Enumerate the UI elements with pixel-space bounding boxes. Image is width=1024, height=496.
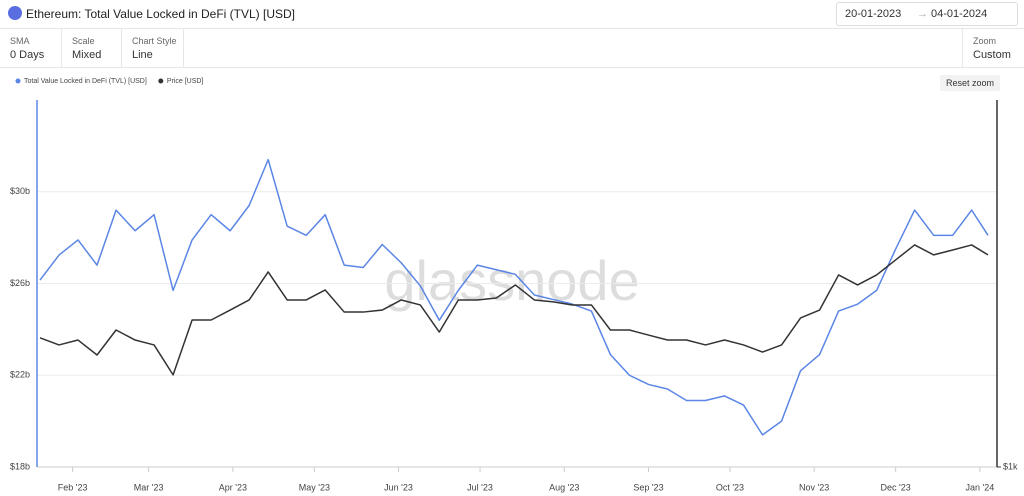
x-tick-label: Jun '23	[384, 482, 413, 492]
label: Chart Style	[132, 36, 177, 46]
y2-tick-label: $1k	[1003, 461, 1018, 471]
y-tick-label: $18b	[10, 461, 30, 471]
x-tick-label: Oct '23	[716, 482, 744, 492]
label: Zoom	[973, 36, 997, 46]
value: Mixed	[72, 49, 102, 61]
x-tick-label: Sep '23	[633, 482, 663, 492]
series-line	[39, 158, 989, 436]
date-to[interactable]: 04-01-2024	[931, 8, 988, 20]
date-range[interactable]: 20-01-2023 → 04-01-2024	[836, 2, 1018, 26]
value: Custom	[973, 49, 1011, 61]
label: Scale	[72, 36, 95, 46]
value: 0 Days	[10, 49, 45, 61]
legend-label: Total Value Locked in DeFi (TVL) [USD]	[24, 78, 147, 85]
x-tick-label: Jan '24	[965, 482, 994, 492]
reset-zoom[interactable]: Reset zoom	[940, 75, 1001, 91]
x-tick-label: Nov '23	[799, 482, 829, 492]
x-tick-label: Dec '23	[881, 482, 911, 492]
x-tick-label: May '23	[299, 482, 330, 492]
label: SMA	[10, 36, 30, 46]
sma-control[interactable]: SMA 0 Days	[0, 29, 62, 67]
series-line	[39, 244, 989, 376]
arrow: →	[917, 8, 928, 20]
watermark: glassnode	[384, 249, 639, 312]
x-tick-label: Apr '23	[219, 482, 247, 492]
style-control[interactable]: Chart Style Line	[122, 29, 184, 67]
y-tick-label: $22b	[10, 370, 30, 380]
x-tick-label: Mar '23	[134, 482, 164, 492]
zoom-control[interactable]: Zoom Custom	[962, 29, 1024, 67]
x-tick-label: Feb '23	[58, 482, 88, 492]
y-tick-label: $30b	[10, 186, 30, 196]
asset-icon	[8, 6, 22, 20]
date-from[interactable]: 20-01-2023	[845, 8, 902, 20]
controls: SMA 0 Days Scale Mixed Chart Style Line Zoo…	[0, 29, 1024, 68]
scale-control[interactable]: Scale Mixed	[62, 29, 122, 67]
value: Line	[132, 49, 153, 61]
legend-swatch	[15, 78, 21, 84]
x-tick-label: Aug '23	[549, 482, 579, 492]
x-tick-label: Jul '23	[467, 482, 493, 492]
chart-title: Ethereum: Total Value Locked in DeFi (TV…	[26, 7, 296, 21]
header: Ethereum: Total Value Locked in DeFi (TV…	[0, 0, 1024, 29]
y-tick-label: $26b	[10, 278, 30, 288]
legend-label: Price [USD]	[167, 78, 204, 85]
legend-swatch	[158, 78, 164, 84]
